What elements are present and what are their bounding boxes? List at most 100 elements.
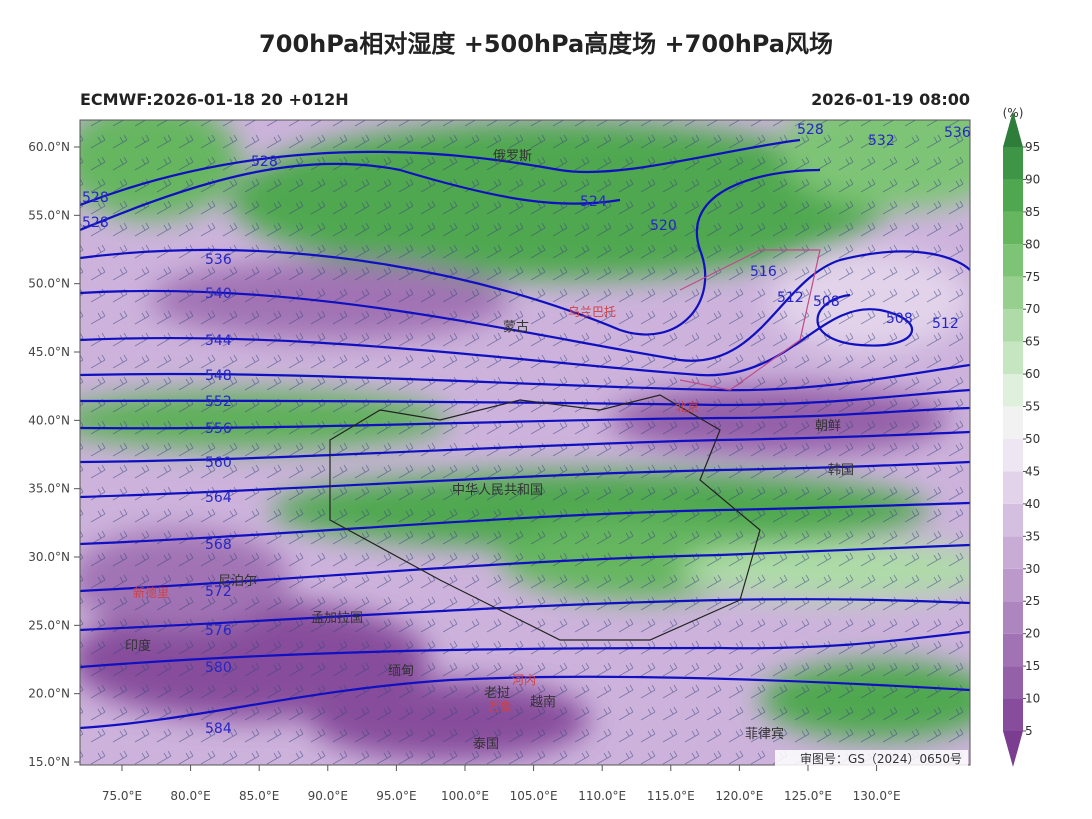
colorbar-extend xyxy=(1003,111,1023,147)
colorbar-band xyxy=(1003,568,1023,602)
colorbar-label: 55 xyxy=(1025,400,1040,414)
contour-label: 536 xyxy=(205,252,232,268)
y-tick-label: 50.0°N xyxy=(28,277,70,291)
colorbar: 5 10 15 20 25 30 35 40 45 50 55 60 65 70 75 80 85 90 95 xyxy=(1003,111,1040,767)
place-label: 菲律宾 xyxy=(745,726,784,742)
contour-label: 544 xyxy=(205,333,232,349)
colorbar-label: 80 xyxy=(1025,237,1040,251)
place-label: 新德里 xyxy=(133,585,169,600)
contour-label: 516 xyxy=(750,264,777,280)
place-label: 乌兰巴托 xyxy=(568,304,616,319)
colorbar-band xyxy=(1003,666,1023,699)
x-tick-label: 75.0°E xyxy=(102,789,142,803)
place-label: 印度 xyxy=(125,638,151,654)
colorbar-band xyxy=(1003,439,1023,472)
y-tick-label: 15.0°N xyxy=(28,755,70,769)
contour-label: 512 xyxy=(932,316,959,332)
place-label: 中华人民共和国 xyxy=(452,483,543,498)
contour-label: 576 xyxy=(205,623,232,639)
contour-label: 508 xyxy=(886,311,913,327)
place-label: 缅甸 xyxy=(388,664,414,679)
y-tick-label: 40.0°N xyxy=(28,413,70,427)
x-tick-label: 130.0°E xyxy=(853,789,901,803)
place-label: 尼泊尔 xyxy=(218,574,257,589)
contour-label: 572 xyxy=(205,584,232,600)
colorbar-label: 10 xyxy=(1025,692,1040,706)
x-tick-label: 95.0°E xyxy=(376,789,416,803)
colorbar-label: 30 xyxy=(1025,562,1040,576)
contour-label: 556 xyxy=(205,421,232,437)
colorbar-band xyxy=(1003,633,1023,667)
colorbar-label: 35 xyxy=(1025,529,1040,543)
colorbar-band xyxy=(1003,374,1023,407)
place-label: 越南 xyxy=(530,694,556,710)
subtitle-left: ECMWF:2026-01-18 20 +012H xyxy=(80,90,349,109)
subtitle-right: 2026-01-19 08:00 xyxy=(811,90,970,109)
colorbar-band xyxy=(1003,309,1023,342)
colorbar-band xyxy=(1003,244,1023,277)
border xyxy=(329,394,761,641)
contour-label: 508 xyxy=(813,294,840,310)
y-tick-label: 45.0°N xyxy=(28,345,70,359)
contour-label: 512 xyxy=(777,290,804,306)
colorbar-band xyxy=(1003,503,1023,537)
colorbar-label: 70 xyxy=(1025,302,1040,316)
x-tick-label: 85.0°E xyxy=(239,789,279,803)
colorbar-band xyxy=(1003,211,1023,245)
x-tick-label: 110.0°E xyxy=(578,789,626,803)
title: 700hPa相对湿度 +500hPa高度场 +700hPa风场 xyxy=(259,30,833,58)
place-label: 北京 xyxy=(675,400,699,414)
contour-label: 532 xyxy=(868,133,895,149)
contour-label: 528 xyxy=(797,122,824,138)
place-label: 河内 xyxy=(512,673,536,687)
colorbar-label: 20 xyxy=(1025,627,1040,641)
x-tick-label: 80.0°E xyxy=(170,789,210,803)
y-tick-label: 20.0°N xyxy=(28,687,70,701)
x-tick-label: 90.0°E xyxy=(308,789,348,803)
x-tick-label: 120.0°E xyxy=(715,789,763,803)
colorbar-label: 45 xyxy=(1025,464,1040,478)
height-contours xyxy=(80,138,970,730)
border xyxy=(679,249,821,391)
colorbar-band xyxy=(1003,471,1023,504)
y-tick-label: 55.0°N xyxy=(28,208,70,222)
contour-label: 548 xyxy=(205,368,232,384)
x-tick-label: 105.0°E xyxy=(510,789,558,803)
place-label: 蒙古 xyxy=(503,320,529,335)
colorbar-label: 85 xyxy=(1025,205,1040,219)
colorbar-band xyxy=(1003,536,1023,569)
contour-label: 564 xyxy=(205,490,232,506)
contour-label: 528 xyxy=(251,154,278,170)
contour-label: 524 xyxy=(580,194,607,210)
x-tick-label: 115.0°E xyxy=(647,789,695,803)
contour-label: 528 xyxy=(82,190,109,206)
contour-label: 540 xyxy=(205,286,232,302)
place-label: 孟加拉国 xyxy=(311,611,363,626)
colorbar-label: 5 xyxy=(1025,724,1033,738)
y-tick-label: 60.0°N xyxy=(28,140,70,154)
colorbar-band xyxy=(1003,601,1023,634)
colorbar-label: 15 xyxy=(1025,659,1040,673)
colorbar-label: 90 xyxy=(1025,172,1040,186)
colorbar-label: 40 xyxy=(1025,497,1040,511)
x-tick-label: 100.0°E xyxy=(441,789,489,803)
colorbar-band xyxy=(1003,147,1023,180)
colorbar-band xyxy=(1003,179,1023,212)
contour-label: 536 xyxy=(944,125,971,141)
map-field xyxy=(80,120,970,765)
place-label: 老挝 xyxy=(484,686,510,701)
credit-box xyxy=(775,750,968,766)
contour-label: 520 xyxy=(650,218,677,234)
colorbar-band xyxy=(1003,406,1023,439)
place-label: 泰国 xyxy=(473,737,499,752)
place-label: 俄罗斯 xyxy=(493,149,532,164)
colorbar-label: 60 xyxy=(1025,367,1040,381)
y-tick-label: 30.0°N xyxy=(28,550,70,564)
contour-label: 580 xyxy=(205,660,232,676)
colorbar-extend xyxy=(1003,731,1023,767)
x-tick-label: 125.0°E xyxy=(784,789,832,803)
y-tick-label: 25.0°N xyxy=(28,618,70,632)
